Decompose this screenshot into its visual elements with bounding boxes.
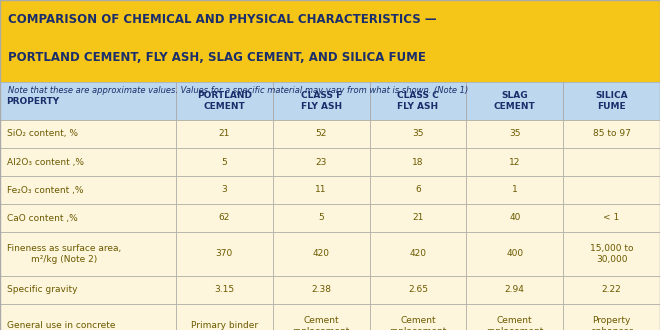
Bar bbox=[563, 176, 660, 204]
Bar bbox=[370, 120, 467, 148]
Text: 2.38: 2.38 bbox=[312, 285, 331, 294]
Text: 1: 1 bbox=[512, 185, 517, 194]
Bar bbox=[563, 232, 660, 276]
Text: 3: 3 bbox=[222, 185, 227, 194]
Bar bbox=[176, 304, 273, 330]
Bar bbox=[0, 148, 176, 176]
Text: 6: 6 bbox=[415, 185, 421, 194]
Bar bbox=[176, 204, 273, 232]
Bar bbox=[273, 148, 370, 176]
Text: 15,000 to
30,000: 15,000 to 30,000 bbox=[590, 244, 634, 264]
Text: General use in concrete: General use in concrete bbox=[7, 321, 115, 330]
Text: 5: 5 bbox=[318, 214, 324, 222]
Bar bbox=[176, 148, 273, 176]
Text: 420: 420 bbox=[409, 249, 426, 258]
Text: SiO₂ content, %: SiO₂ content, % bbox=[7, 129, 78, 139]
Text: Property
enhancer: Property enhancer bbox=[590, 316, 633, 330]
Text: SILICA
FUME: SILICA FUME bbox=[595, 91, 628, 111]
Text: Cement
replacement: Cement replacement bbox=[486, 316, 543, 330]
Text: 35: 35 bbox=[412, 129, 424, 139]
Text: 2.65: 2.65 bbox=[408, 285, 428, 294]
Bar bbox=[0, 232, 176, 276]
Bar bbox=[176, 120, 273, 148]
Text: Primary binder: Primary binder bbox=[191, 321, 258, 330]
Bar bbox=[0, 120, 176, 148]
Bar bbox=[467, 232, 563, 276]
Bar bbox=[0, 176, 176, 204]
Bar bbox=[176, 82, 273, 120]
Bar bbox=[467, 82, 563, 120]
Bar bbox=[467, 176, 563, 204]
Bar bbox=[467, 120, 563, 148]
Text: 5: 5 bbox=[222, 157, 227, 167]
Text: Cement
replacement: Cement replacement bbox=[389, 316, 447, 330]
Bar bbox=[370, 82, 467, 120]
Text: 62: 62 bbox=[218, 214, 230, 222]
Bar bbox=[273, 304, 370, 330]
Text: 3.15: 3.15 bbox=[214, 285, 234, 294]
Text: 12: 12 bbox=[509, 157, 521, 167]
Text: 420: 420 bbox=[313, 249, 330, 258]
Bar bbox=[467, 276, 563, 304]
Text: PORTLAND CEMENT, FLY ASH, SLAG CEMENT, AND SILICA FUME: PORTLAND CEMENT, FLY ASH, SLAG CEMENT, A… bbox=[8, 51, 426, 64]
Text: CLASS C
FLY ASH: CLASS C FLY ASH bbox=[397, 91, 439, 111]
Bar bbox=[563, 82, 660, 120]
Text: Al2O₃ content ,%: Al2O₃ content ,% bbox=[7, 157, 84, 167]
Bar bbox=[176, 276, 273, 304]
Text: 18: 18 bbox=[412, 157, 424, 167]
Text: Fineness as surface area,
m²/kg (Note 2): Fineness as surface area, m²/kg (Note 2) bbox=[7, 244, 121, 264]
Bar bbox=[370, 148, 467, 176]
Bar bbox=[273, 232, 370, 276]
Text: PORTLAND
CEMENT: PORTLAND CEMENT bbox=[197, 91, 252, 111]
Text: Cement
replacement: Cement replacement bbox=[292, 316, 350, 330]
Bar bbox=[0, 0, 660, 82]
Bar bbox=[563, 276, 660, 304]
Text: Fe₂O₃ content ,%: Fe₂O₃ content ,% bbox=[7, 185, 83, 194]
Bar bbox=[370, 304, 467, 330]
Text: 23: 23 bbox=[315, 157, 327, 167]
Text: < 1: < 1 bbox=[603, 214, 620, 222]
Bar bbox=[273, 204, 370, 232]
Bar bbox=[0, 304, 176, 330]
Bar bbox=[563, 304, 660, 330]
Text: 370: 370 bbox=[216, 249, 233, 258]
Bar bbox=[370, 276, 467, 304]
Bar bbox=[273, 120, 370, 148]
Text: 2.94: 2.94 bbox=[505, 285, 525, 294]
Text: SLAG
CEMENT: SLAG CEMENT bbox=[494, 91, 536, 111]
Bar bbox=[370, 176, 467, 204]
Bar bbox=[370, 204, 467, 232]
Bar bbox=[0, 82, 660, 120]
Text: 11: 11 bbox=[315, 185, 327, 194]
Bar bbox=[176, 176, 273, 204]
Text: 21: 21 bbox=[218, 129, 230, 139]
Text: CLASS F
FLY ASH: CLASS F FLY ASH bbox=[300, 91, 342, 111]
Bar bbox=[563, 204, 660, 232]
Bar bbox=[0, 82, 176, 120]
Text: Specific gravity: Specific gravity bbox=[7, 285, 77, 294]
Text: 21: 21 bbox=[412, 214, 424, 222]
Bar bbox=[467, 204, 563, 232]
Text: CaO content ,%: CaO content ,% bbox=[7, 214, 77, 222]
Bar bbox=[467, 304, 563, 330]
Text: 85 to 97: 85 to 97 bbox=[593, 129, 630, 139]
Bar bbox=[0, 276, 176, 304]
Bar bbox=[176, 232, 273, 276]
Bar bbox=[563, 148, 660, 176]
Text: PROPERTY: PROPERTY bbox=[7, 96, 59, 106]
Text: 52: 52 bbox=[315, 129, 327, 139]
Text: 35: 35 bbox=[509, 129, 521, 139]
Bar bbox=[563, 120, 660, 148]
Bar bbox=[273, 176, 370, 204]
Text: COMPARISON OF CHEMICAL AND PHYSICAL CHARACTERISTICS —: COMPARISON OF CHEMICAL AND PHYSICAL CHAR… bbox=[8, 13, 436, 26]
Bar bbox=[273, 276, 370, 304]
Text: Note that these are approximate values. Values for a specific material may vary : Note that these are approximate values. … bbox=[8, 86, 468, 95]
Bar bbox=[0, 204, 176, 232]
Bar bbox=[467, 148, 563, 176]
Bar bbox=[370, 232, 467, 276]
Text: 400: 400 bbox=[506, 249, 523, 258]
Text: 2.22: 2.22 bbox=[602, 285, 622, 294]
Text: 40: 40 bbox=[509, 214, 521, 222]
Bar bbox=[273, 82, 370, 120]
